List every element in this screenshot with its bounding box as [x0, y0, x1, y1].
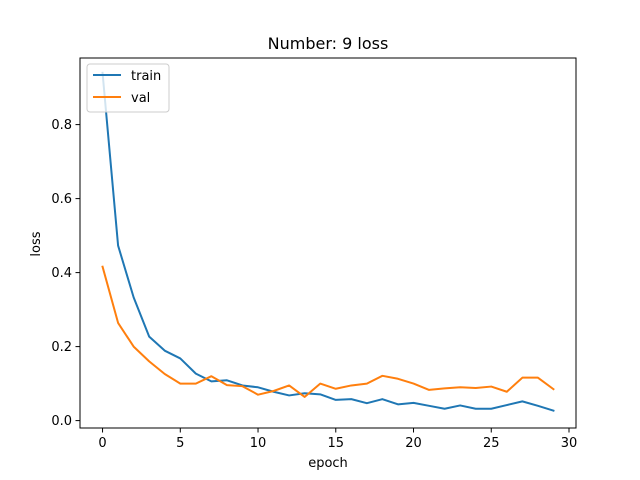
y-tick-label-0.4: 0.4 [51, 266, 72, 281]
x-tick-label-25: 25 [483, 436, 500, 451]
x-tick-label-20: 20 [405, 436, 422, 451]
series-line-val [101, 265, 555, 398]
y-tick-label-0.6: 0.6 [51, 192, 72, 207]
x-tick-label-10: 10 [250, 436, 267, 451]
x-axis-label: epoch [308, 456, 348, 471]
x-tick-label-30: 30 [561, 436, 578, 451]
axes-frame [79, 57, 577, 429]
y-tick-label-0.2: 0.2 [51, 340, 72, 355]
y-axis-label: loss [29, 231, 44, 256]
y-tick-label-0.8: 0.8 [51, 118, 72, 133]
y-tick-label-0.0: 0.0 [51, 414, 72, 429]
chart-title: Number: 9 loss [268, 34, 389, 53]
plot-area: 0 5 10 15 20 25 30 0.0 0.2 0.4 0.6 0.8 [51, 57, 578, 451]
x-tick-label-5: 5 [176, 436, 184, 451]
legend: train val [86, 63, 170, 113]
x-tick-label-0: 0 [98, 436, 106, 451]
x-tick-label-15: 15 [328, 436, 345, 451]
series-line-train [101, 71, 555, 412]
legend-label-val: val [131, 91, 150, 106]
legend-label-train: train [131, 69, 161, 84]
